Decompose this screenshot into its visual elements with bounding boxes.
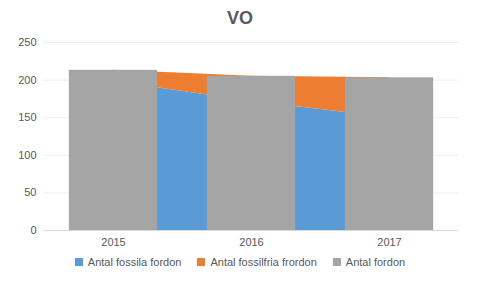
svg-text:0: 0 bbox=[30, 224, 36, 236]
svg-text:100: 100 bbox=[18, 149, 36, 161]
html-text:VO: VO bbox=[227, 8, 253, 28]
svg-text:250: 250 bbox=[18, 36, 36, 48]
html-text:Antal fossila fordon: Antal fossila fordon bbox=[87, 256, 182, 268]
html-text:Antal fordon: Antal fordon bbox=[345, 256, 406, 268]
svg-text:2017: 2017 bbox=[377, 236, 401, 248]
svg-text:150: 150 bbox=[18, 111, 36, 123]
svg-text:2015: 2015 bbox=[101, 236, 125, 248]
svg-text:50: 50 bbox=[24, 186, 36, 198]
html-text:Antal fossilfria frordon: Antal fossilfria frordon bbox=[210, 256, 317, 268]
svg-text:2016: 2016 bbox=[239, 236, 263, 248]
svg-text:200: 200 bbox=[18, 74, 36, 86]
